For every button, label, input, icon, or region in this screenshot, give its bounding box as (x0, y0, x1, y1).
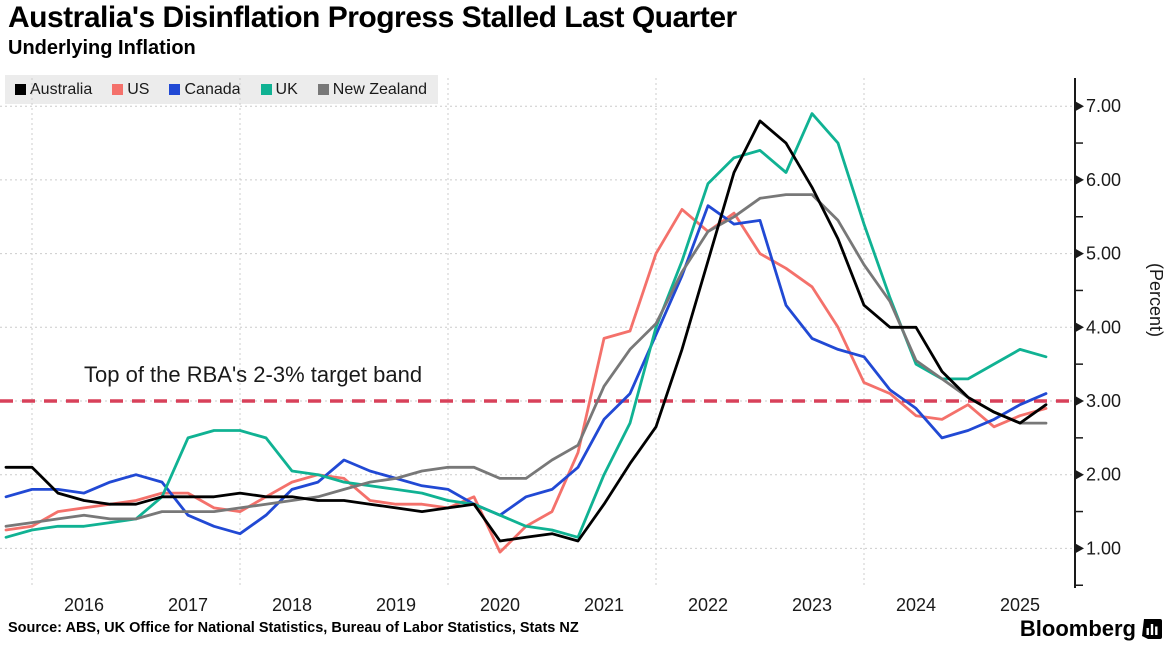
legend-swatch-icon (169, 84, 181, 95)
y-axis-unit-label: (Percent) (1146, 263, 1166, 337)
legend-item-new-zealand[interactable]: New Zealand (317, 80, 428, 99)
series-line-new-zealand (4, 193, 1048, 528)
legend-label: US (127, 80, 150, 98)
bloomberg-branding: Bloomberg (1020, 616, 1162, 642)
y-tick-label: 1.00 (1086, 538, 1121, 558)
page-title: Australia's Disinflation Progress Stalle… (8, 1, 737, 34)
y-tick-arrow-icon (1076, 249, 1084, 259)
y-tick-label: 6.00 (1086, 170, 1121, 190)
target-band-annotation: Top of the RBA's 2-3% target band (84, 362, 423, 387)
chart-legend: Australia US Canada UK New Zealand (5, 75, 438, 104)
legend-item-canada[interactable]: Canada (169, 80, 241, 99)
x-tick-label: 2018 (272, 595, 312, 615)
y-tick-label: 3.00 (1086, 391, 1121, 411)
y-tick-arrow-icon (1076, 543, 1084, 553)
series-lines (4, 112, 1048, 554)
legend-swatch-icon (317, 84, 329, 95)
y-tick-label: 4.00 (1086, 317, 1121, 337)
y-tick-label: 7.00 (1086, 96, 1121, 116)
x-tick-label: 2023 (792, 595, 832, 615)
legend-label: New Zealand (332, 80, 428, 98)
y-tick-arrow-icon (1076, 470, 1084, 480)
legend-label: Australia (30, 80, 93, 98)
x-tick-label: 2024 (896, 595, 936, 615)
legend-label: UK (275, 80, 298, 98)
series-line-canada (4, 204, 1048, 536)
x-tick-label: 2019 (376, 595, 416, 615)
x-tick-label: 2016 (64, 595, 104, 615)
x-tick-label: 2021 (584, 595, 624, 615)
bloomberg-wordmark: Bloomberg (1019, 616, 1136, 641)
bloomberg-logo-icon (1142, 619, 1162, 639)
legend-swatch-icon (260, 84, 272, 95)
chart-subtitle: Underlying Inflation (8, 37, 196, 59)
legend-item-australia[interactable]: Australia (15, 81, 92, 99)
x-tick-label: 2020 (480, 595, 520, 615)
legend-swatch-icon (15, 84, 26, 95)
x-tick-label: 2022 (688, 595, 728, 615)
series-line-uk (4, 112, 1048, 539)
y-axis: 1.00 2.00 3.00 4.00 5.00 6.00 7.00 (Percent) (1074, 78, 1166, 588)
y-tick-arrow-icon (1076, 396, 1084, 406)
legend-item-uk[interactable]: UK (260, 80, 298, 99)
y-tick-arrow-icon (1076, 175, 1084, 185)
x-axis-labels: 2016 2017 2018 2019 2020 2021 2022 2023 2024 2025 (64, 595, 1040, 615)
x-tick-label: 2025 (1000, 595, 1040, 615)
legend-item-us[interactable]: US (112, 81, 149, 99)
y-tick-arrow-icon (1076, 101, 1084, 111)
x-tick-label: 2017 (168, 595, 208, 615)
source-note: Source: ABS, UK Office for National Stat… (8, 620, 579, 636)
legend-label: Canada (184, 80, 241, 98)
y-tick-arrow-icon (1076, 322, 1084, 332)
legend-swatch-icon (112, 84, 124, 95)
series-line-australia (4, 119, 1048, 543)
y-tick-label: 2.00 (1086, 465, 1121, 485)
y-tick-label: 5.00 (1086, 244, 1121, 264)
